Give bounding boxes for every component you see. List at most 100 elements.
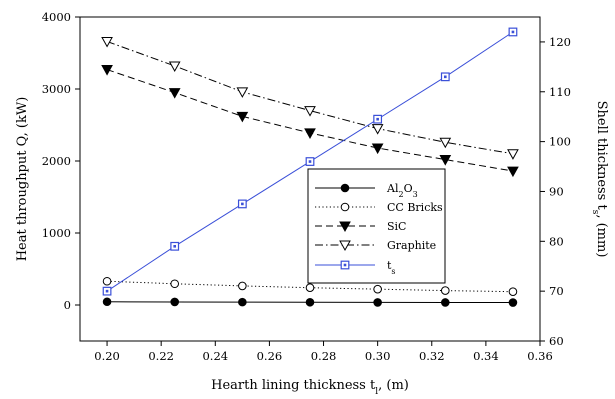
data-point-center — [511, 30, 515, 34]
y2-axis-label: Shell thickness ts, (mm) — [590, 101, 609, 258]
x-axis-label: Hearth lining thickness tl, (m) — [211, 378, 409, 397]
plot-area — [79, 16, 541, 342]
data-point — [507, 149, 519, 160]
legend-swatch-marker — [339, 240, 351, 252]
y2-tick-label: 60 — [549, 334, 564, 348]
legend-label-part: 3 — [413, 190, 418, 199]
y2-axis-label-part: , (mm) — [594, 214, 609, 257]
legend-label: ts — [387, 259, 396, 276]
y-tick-label: 1000 — [42, 226, 71, 240]
data-point-center — [443, 75, 447, 79]
y2-tick-label: 80 — [549, 234, 564, 248]
x-axis-label-part: , (m) — [378, 378, 409, 393]
data-point-center — [173, 244, 177, 248]
data-point — [168, 61, 181, 72]
y2-tick-label: 90 — [549, 184, 564, 198]
y-tick-label: 3000 — [42, 82, 71, 96]
legend-item: ts — [315, 259, 396, 276]
y-tick-label: 2000 — [42, 154, 71, 168]
legend-label-part: CC Bricks — [387, 201, 443, 214]
legend-item: Graphite — [315, 239, 436, 252]
data-point — [439, 137, 452, 149]
y2-axis-label-part: Shell thickness t — [594, 101, 609, 211]
y2-tick-label: 120 — [549, 35, 571, 49]
data-point-center — [376, 117, 379, 121]
y2-axis-label-part: s — [590, 210, 600, 215]
legend: Al2O3 CC Bricks SiC Graphite ts — [307, 168, 446, 284]
data-point — [440, 298, 450, 307]
y-tick-label: 4000 — [42, 10, 71, 24]
legend-label-part: Graphite — [387, 239, 436, 252]
legend-label-part: Al — [386, 182, 399, 195]
data-point — [102, 297, 112, 307]
series-line — [106, 69, 514, 172]
series-2 — [101, 65, 519, 178]
legend-item: Al2O3 — [315, 182, 418, 199]
data-point — [238, 297, 247, 307]
y2-axis-ticks: 60 70 80 90 100 110 120 — [540, 35, 571, 348]
series-3 — [101, 36, 519, 160]
data-point — [236, 87, 249, 98]
data-point — [305, 283, 315, 293]
legend-label-part: 2 — [398, 190, 403, 199]
x-axis-label-part: l — [375, 387, 378, 397]
plot-frame — [79, 16, 541, 342]
legend-label-part: t — [387, 259, 392, 272]
data-point — [508, 287, 518, 296]
y-axis-label: Heat throughput Q, (kW) — [15, 97, 30, 262]
data-point — [102, 276, 112, 286]
x-tick-label: 0.20 — [94, 349, 120, 363]
data-point — [373, 284, 382, 294]
x-tick-label: 0.34 — [473, 349, 499, 363]
legend-swatch-marker-center — [343, 263, 347, 267]
x-tick-label: 0.30 — [365, 349, 391, 363]
y2-tick-label: 70 — [549, 284, 564, 298]
data-point — [236, 111, 249, 123]
x-axis-label-part: Hearth lining thickness t — [211, 378, 376, 393]
series-1 — [102, 276, 518, 296]
legend-label: Al2O3 — [386, 182, 418, 199]
legend-item: SiC — [315, 220, 406, 233]
legend-label-part: O — [404, 182, 413, 195]
legend-label: SiC — [387, 220, 406, 233]
legend-label: Graphite — [387, 239, 436, 252]
y2-tick-label: 110 — [549, 85, 571, 99]
data-point — [101, 36, 113, 48]
y2-tick-label: 100 — [549, 135, 571, 149]
data-point — [305, 297, 315, 307]
y-axis-ticks: 0 1000 2000 3000 4000 — [42, 10, 80, 312]
legend-swatch-marker — [340, 183, 350, 193]
data-point — [170, 279, 180, 289]
legend-label: CC Bricks — [387, 201, 443, 214]
x-tick-label: 0.24 — [202, 349, 228, 363]
data-point-center — [241, 202, 244, 206]
data-point-center — [308, 160, 312, 163]
series-4 — [102, 27, 518, 296]
data-point — [168, 88, 181, 99]
x-axis-ticks: 0.20 0.22 0.24 0.26 0.28 0.30 0.32 0.34 0.36 — [94, 341, 553, 363]
data-point — [371, 143, 384, 155]
series-layer — [101, 27, 519, 307]
legend-swatch-marker — [340, 202, 350, 212]
data-point — [238, 281, 247, 291]
legend-swatch-marker — [339, 221, 351, 233]
series-0 — [102, 297, 518, 307]
data-point — [373, 298, 382, 307]
axis-labels: Hearth lining thickness tl, (m) Heat thro… — [15, 97, 609, 397]
x-tick-label: 0.22 — [148, 349, 174, 363]
x-tick-label: 0.32 — [419, 349, 445, 363]
x-tick-label: 0.26 — [257, 349, 283, 363]
data-point — [440, 286, 450, 295]
data-point — [508, 298, 518, 307]
data-point — [304, 128, 316, 139]
y-axis-label-part: Heat throughput Q, (kW) — [15, 97, 30, 262]
data-point — [101, 65, 113, 76]
data-point-center — [105, 289, 109, 293]
x-tick-label: 0.36 — [527, 349, 553, 363]
legend-label-part: s — [391, 267, 395, 276]
data-point — [507, 166, 519, 178]
legend-label-part: SiC — [387, 220, 406, 233]
y-tick-label: 0 — [64, 298, 71, 312]
x-tick-label: 0.28 — [311, 349, 337, 363]
